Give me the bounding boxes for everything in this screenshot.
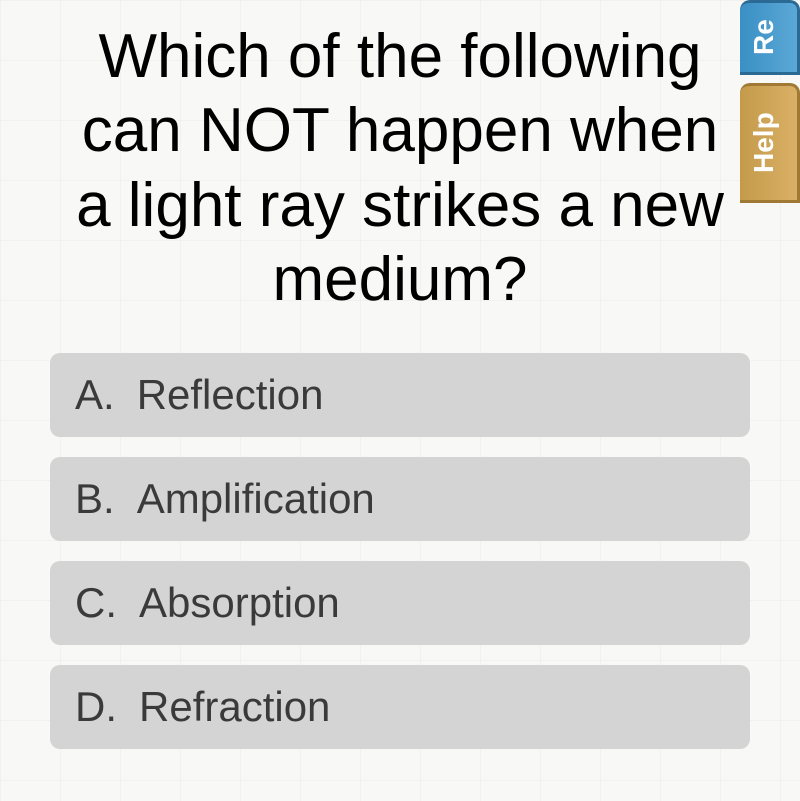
answer-letter: C.	[75, 579, 117, 627]
answer-option-a[interactable]: A. Reflection	[50, 353, 750, 437]
answer-text: Refraction	[139, 683, 330, 731]
side-tabs-container: Re Help	[740, 0, 800, 211]
answer-option-d[interactable]: D. Refraction	[50, 665, 750, 749]
help-tab[interactable]: Help	[740, 83, 800, 203]
answer-text: Reflection	[137, 371, 324, 419]
answer-option-b[interactable]: B. Amplification	[50, 457, 750, 541]
answer-option-c[interactable]: C. Absorption	[50, 561, 750, 645]
answers-container: A. Reflection B. Amplification C. Absorp…	[0, 353, 800, 749]
answer-letter: A.	[75, 371, 115, 419]
answer-letter: D.	[75, 683, 117, 731]
question-container: Which of the following can NOT happen wh…	[0, 0, 800, 318]
reset-tab[interactable]: Re	[740, 0, 800, 75]
answer-letter: B.	[75, 475, 115, 523]
question-text: Which of the following can NOT happen wh…	[60, 20, 740, 318]
answer-text: Absorption	[139, 579, 340, 627]
answer-text: Amplification	[137, 475, 375, 523]
